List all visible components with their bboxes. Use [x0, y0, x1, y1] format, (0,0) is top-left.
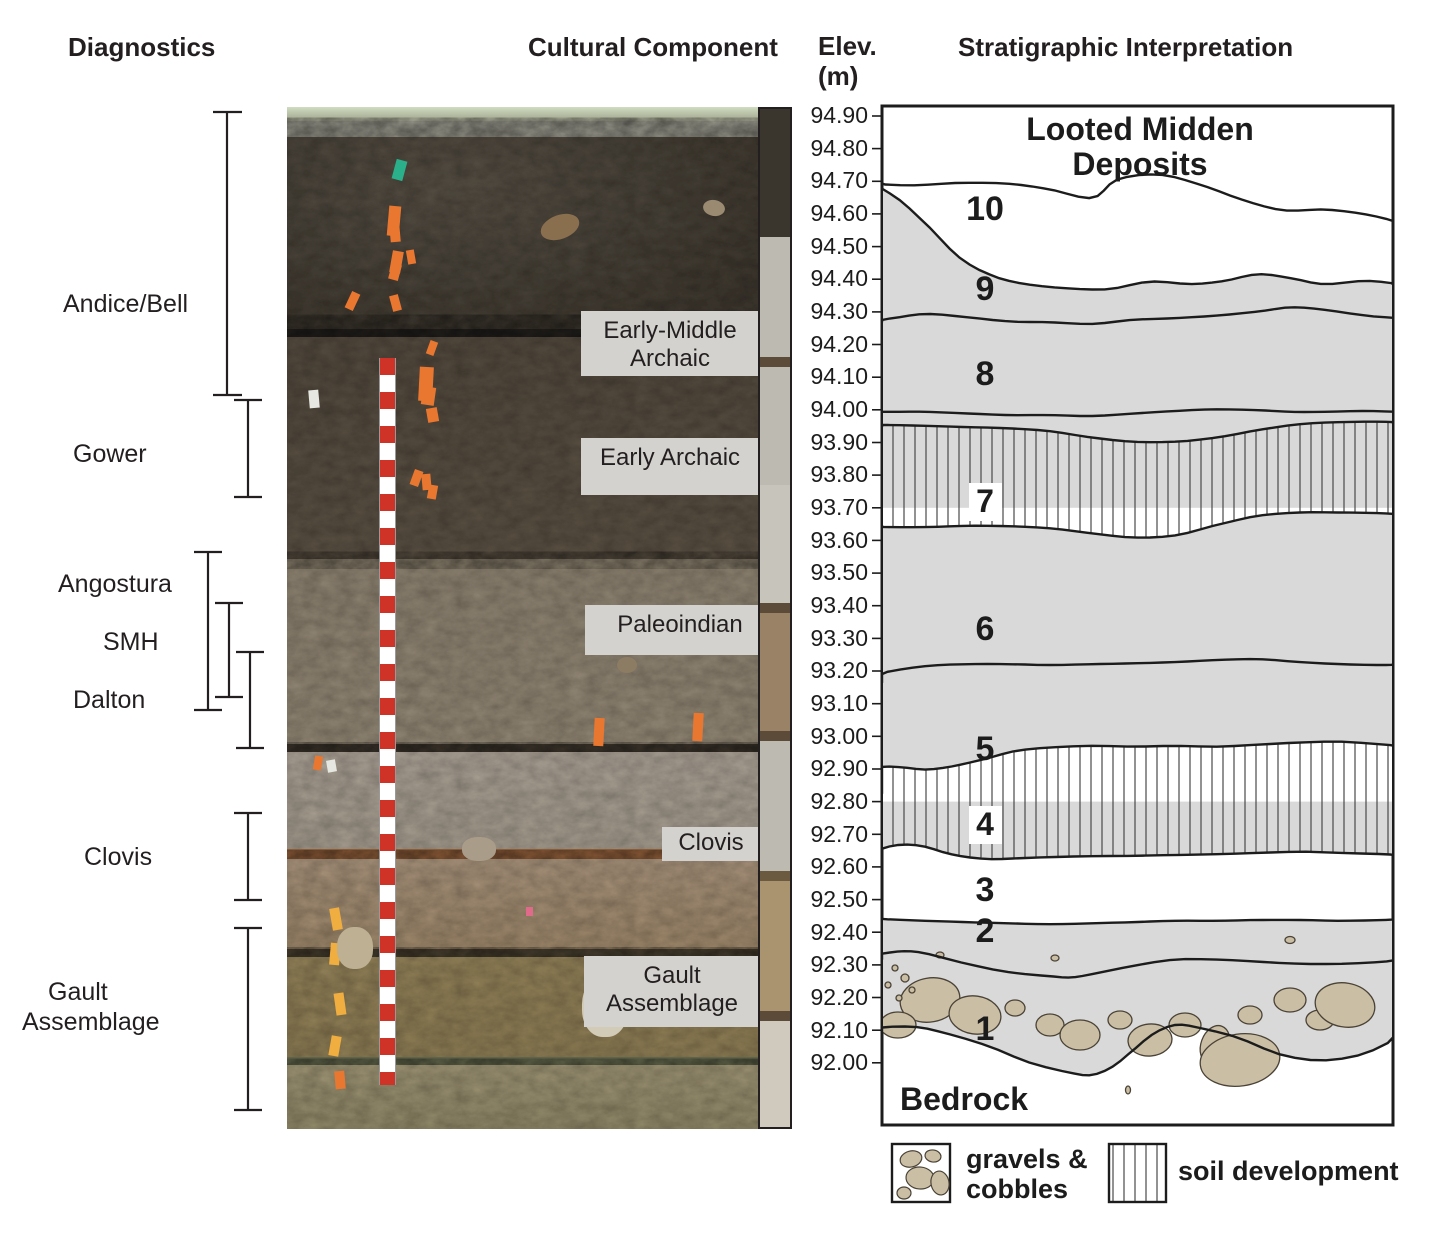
svg-text:Andice/Bell: Andice/Bell: [63, 290, 188, 318]
svg-text:Assemblage: Assemblage: [22, 1008, 160, 1036]
svg-text:Gault: Gault: [48, 978, 108, 1006]
svg-text:SMH: SMH: [103, 628, 159, 656]
svg-text:Gower: Gower: [73, 440, 147, 468]
svg-text:Clovis: Clovis: [84, 843, 152, 871]
svg-text:Angostura: Angostura: [58, 570, 172, 598]
svg-text:Dalton: Dalton: [73, 686, 145, 714]
